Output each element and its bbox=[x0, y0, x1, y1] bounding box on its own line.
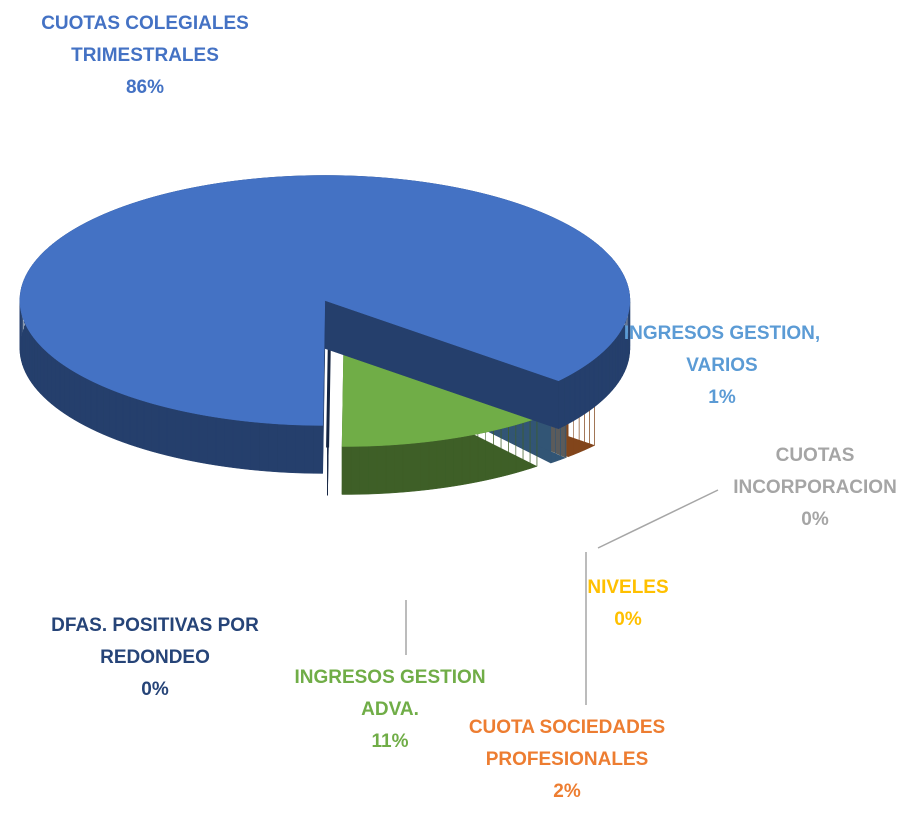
data-label: CUOTA SOCIEDADES PROFESIONALES 2% bbox=[467, 712, 667, 808]
category-label: CUOTAS INCORPORACION bbox=[733, 445, 897, 498]
value-label: 0% bbox=[141, 679, 169, 700]
data-label: NIVELES 0% bbox=[568, 572, 688, 636]
category-label: INGRESOS GESTION, VARIOS bbox=[623, 323, 821, 376]
leader-line bbox=[597, 489, 719, 549]
category-label: CUOTAS COLEGIALES TRIMESTRALES bbox=[41, 13, 249, 66]
value-label: 86% bbox=[125, 77, 165, 98]
slice bbox=[19, 175, 631, 426]
data-label: CUOTAS INCORPORACION 0% bbox=[705, 440, 917, 536]
value-label: 11% bbox=[371, 731, 409, 752]
category-label: DFAS. POSITIVAS POR REDONDEO bbox=[51, 615, 259, 668]
data-label: INGRESOS GESTION, VARIOS 1% bbox=[612, 318, 832, 414]
category-label: NIVELES bbox=[587, 577, 669, 598]
category-label: CUOTA SOCIEDADES PROFESIONALES bbox=[468, 717, 666, 770]
data-label: CUOTAS COLEGIALES TRIMESTRALES 86% bbox=[40, 8, 250, 104]
data-label: INGRESOS GESTION ADVA. 11% bbox=[275, 662, 505, 758]
data-label: DFAS. POSITIVAS POR REDONDEO 0% bbox=[40, 610, 270, 706]
value-label: 0% bbox=[614, 609, 642, 630]
slices bbox=[19, 175, 631, 496]
value-label: 1% bbox=[708, 387, 736, 408]
value-label: 2% bbox=[553, 781, 581, 802]
category-label: INGRESOS GESTION ADVA. bbox=[294, 667, 486, 720]
value-label: 0% bbox=[801, 509, 829, 530]
